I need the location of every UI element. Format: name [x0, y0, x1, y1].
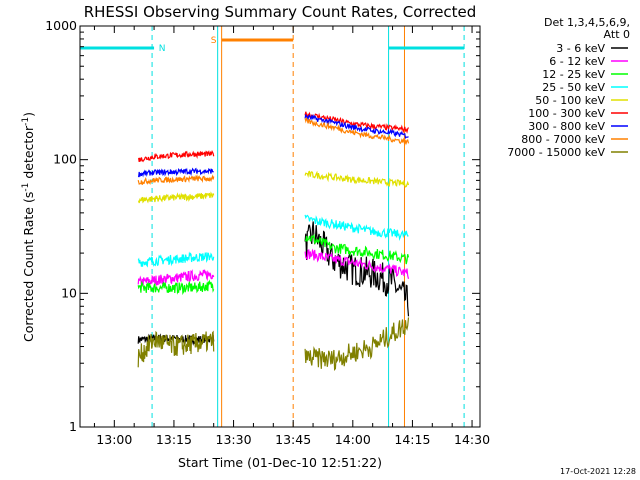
series-line-5-seg2 [304, 170, 410, 188]
y-axis-label: Corrected Count Rate (s-1 detector-1) [21, 112, 36, 342]
legend-label: 25 - 50 keV [542, 81, 605, 94]
legend-label: 7000 - 15000 keV [507, 146, 605, 159]
x-tick-label: 14:30 [454, 432, 490, 447]
x-tick-label: 14:15 [394, 432, 430, 447]
legend-title-1: Det 1,3,4,5,6,9, [544, 16, 630, 29]
timestamp: 17-Oct-2021 12:28 [560, 467, 636, 476]
legend-label: 50 - 100 keV [535, 94, 605, 107]
series-line-1-seg2 [304, 221, 410, 317]
y-tick-label: 1 [69, 419, 77, 434]
series-line-6-seg2 [304, 111, 410, 134]
y-tick-label: 10 [61, 285, 77, 300]
legend-label: 300 - 800 keV [528, 120, 605, 133]
x-tick-label: 14:00 [335, 432, 371, 447]
series-line-3-seg1 [137, 279, 215, 296]
x-axis-label: Start Time (01-Dec-10 12:51:22) [178, 455, 382, 470]
x-tick-label: 13:00 [96, 432, 132, 447]
series-line-8-seg2 [304, 116, 410, 147]
flag-label-1: N [159, 44, 166, 54]
x-tick-label: 13:45 [275, 432, 311, 447]
y-tick-label: 100 [53, 152, 77, 167]
series-line-2-seg1 [137, 268, 215, 287]
series-line-2-seg2 [304, 248, 410, 279]
legend-title-2: Att 0 [604, 28, 630, 41]
series-line-5-seg1 [137, 191, 215, 204]
axes: 13:00 13:15 13:30 13:45 14:00 14:15 14:30 1 10 10… [45, 18, 490, 447]
x-tick-label: 13:30 [216, 432, 252, 447]
flag-label-3: S [211, 36, 217, 46]
legend-label: 800 - 7000 keV [521, 133, 605, 146]
series-line-7-seg2 [304, 114, 409, 139]
series-line-7-seg1 [137, 167, 214, 178]
plot-area: NS [80, 26, 465, 427]
legend-label: 100 - 300 keV [528, 107, 605, 120]
x-tick-label: 13:15 [156, 432, 192, 447]
series-line-3-seg2 [304, 233, 410, 265]
legend-label: 12 - 25 keV [542, 68, 605, 81]
series-line-4-seg1 [137, 251, 215, 268]
legend-label: 3 - 6 keV [556, 42, 605, 55]
series-line-4-seg2 [304, 214, 409, 242]
series-line-9-seg1 [137, 330, 215, 368]
chart-title: RHESSI Observing Summary Count Rates, Co… [84, 3, 477, 21]
y-tick-label: 1000 [45, 18, 77, 33]
plot-frame [79, 25, 481, 428]
legend-label: 6 - 12 keV [549, 55, 605, 68]
series-line-8-seg1 [137, 174, 215, 185]
series-line-6-seg1 [138, 149, 215, 163]
series-line-9-seg2 [304, 317, 410, 372]
